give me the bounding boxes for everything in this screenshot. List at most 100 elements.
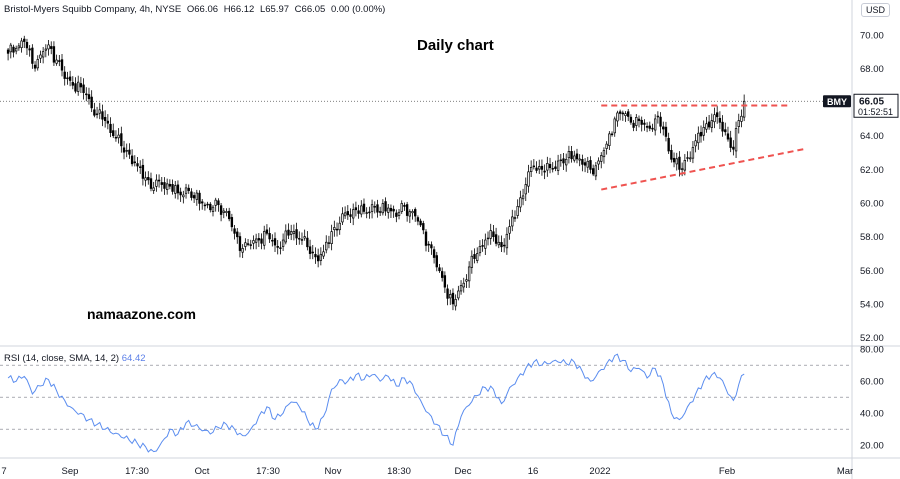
rsi-line [7, 353, 745, 453]
candle-body [427, 243, 430, 246]
candle-body [139, 166, 142, 168]
symbol-header[interactable]: Bristol-Myers Squibb Company, 4h, NYSE O… [4, 4, 388, 15]
candle [675, 152, 678, 171]
candle [427, 241, 430, 253]
candle [519, 190, 522, 213]
candle-body [467, 266, 471, 282]
candle-body [605, 143, 608, 149]
candle [729, 130, 732, 153]
candle [440, 267, 444, 282]
candle-body [702, 126, 705, 136]
candle-body [449, 294, 452, 299]
candle-body [103, 117, 107, 121]
candle-body [217, 200, 220, 206]
candle [311, 245, 314, 260]
candle [616, 110, 619, 127]
candle [368, 206, 371, 219]
candle [573, 150, 576, 163]
candle-body [678, 156, 681, 170]
candle-body [476, 253, 479, 261]
candle-body [306, 237, 309, 248]
candle-body [195, 192, 199, 200]
candle [451, 288, 455, 311]
candle [589, 156, 592, 174]
candle-body [664, 126, 668, 137]
candle [689, 151, 692, 162]
candle [721, 115, 724, 137]
candle [87, 87, 91, 105]
candle [397, 208, 401, 220]
candle [349, 208, 352, 223]
candle [44, 44, 48, 58]
candle-body [524, 184, 527, 195]
candle-body [683, 160, 687, 171]
candle [462, 277, 465, 293]
candle-body [732, 146, 735, 150]
candle-body [694, 140, 697, 147]
candle-body [117, 134, 120, 139]
candle [381, 199, 385, 216]
time-tick-label: Feb [719, 466, 735, 477]
candle-body [562, 158, 565, 164]
candle [686, 151, 689, 162]
candle-body [659, 116, 662, 127]
candle [430, 241, 433, 255]
candle-body [325, 241, 328, 251]
price-tag[interactable]: BMY 66.05 01:52:51 [823, 93, 899, 118]
candle-body [77, 81, 80, 92]
candle [508, 219, 511, 240]
candle [416, 215, 420, 226]
candle [411, 209, 414, 220]
candle [287, 223, 290, 240]
candle-body [268, 233, 271, 240]
candle-body [60, 59, 64, 71]
candle [395, 209, 398, 223]
candle-body [376, 204, 379, 213]
candle [112, 123, 115, 139]
candle-body [36, 59, 39, 69]
currency-button[interactable]: USD [860, 3, 890, 17]
candle [591, 164, 595, 177]
candle [39, 50, 42, 64]
candle-body [734, 128, 738, 152]
candle [624, 111, 627, 122]
candle [454, 294, 457, 311]
candle [325, 235, 328, 254]
candle-body [384, 201, 387, 212]
candle-body [597, 160, 600, 165]
candle [136, 156, 139, 172]
candle-body [556, 160, 560, 171]
candle-body [106, 120, 110, 124]
candle [182, 190, 185, 204]
rsi-header[interactable]: RSI (14, close, SMA, 14, 2) 64.42 [4, 353, 146, 364]
time-tick-label: 17:30 [256, 466, 280, 477]
candle-body [546, 163, 549, 171]
candle [63, 66, 66, 86]
candle [705, 116, 708, 133]
rsi-tick-label: 80.00 [860, 345, 884, 356]
candle-body [651, 127, 654, 130]
candle-body [505, 233, 509, 249]
candle-body [586, 160, 589, 168]
candle-body [451, 292, 455, 305]
time-tick-label: 7 [1, 466, 6, 477]
candle [195, 189, 199, 206]
candle [602, 147, 606, 164]
candle-body [618, 111, 622, 114]
candle [726, 126, 730, 142]
rsi-label[interactable]: RSI (14, close, SMA, 14, 2) [4, 353, 120, 364]
symbol-name[interactable]: Bristol-Myers Squibb Company, 4h, NYSE [4, 4, 182, 15]
candle-body [575, 153, 579, 160]
rsi-tick-label: 20.00 [860, 441, 884, 452]
high-value: H66.12 [223, 4, 255, 15]
candle-body [182, 194, 185, 198]
candle-body [322, 251, 325, 257]
candle-body [589, 160, 592, 170]
candle-body [47, 44, 50, 50]
candle-body [600, 155, 603, 162]
candle [257, 233, 261, 247]
candle-body [349, 214, 352, 217]
candle [346, 205, 349, 220]
candle-body [365, 212, 368, 214]
candle [343, 206, 347, 219]
